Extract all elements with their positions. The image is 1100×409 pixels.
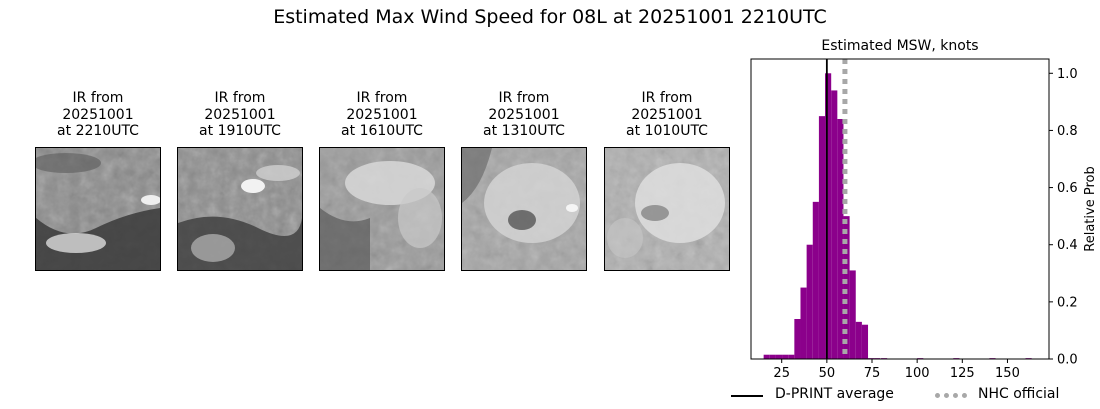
y-tick-label: 0.6 — [1057, 181, 1078, 196]
chart-title: Estimated MSW, knots — [821, 38, 978, 54]
ir-image-1 — [35, 147, 161, 271]
ir-label-date: 20251001 — [346, 106, 418, 123]
y-tick-label: 1.0 — [1057, 67, 1078, 82]
legend-dprint-swatch — [731, 395, 763, 397]
ir-label-time: at 2210UTC — [57, 123, 139, 139]
histogram-bar — [818, 116, 826, 360]
legend-nhc-label: NHC official — [978, 386, 1060, 402]
histogram-bar — [775, 354, 783, 359]
histogram-bar — [763, 354, 770, 359]
ir-label-line1: IR from — [641, 90, 693, 106]
y-tick-label: 0.4 — [1057, 238, 1078, 253]
ir-image-3 — [319, 147, 445, 271]
ir-panel-1-label: IR from 20251001 at 2210UTC — [35, 90, 161, 140]
x-tick-label: 75 — [864, 366, 881, 381]
histogram-bar — [800, 287, 807, 359]
histogram-bar — [849, 270, 856, 359]
ir-panel-4: IR from 20251001 at 1310UTC — [461, 90, 587, 271]
legend-nhc-swatch — [935, 393, 967, 398]
ir-label-date: 20251001 — [62, 106, 134, 123]
ir-panel-5-label: IR from 20251001 at 1010UTC — [604, 90, 730, 140]
ir-label-line1: IR from — [214, 90, 266, 106]
y-tick-label: 0.0 — [1057, 353, 1078, 368]
histogram-bar — [843, 216, 850, 359]
x-tick-label: 100 — [905, 366, 930, 381]
ir-label-date: 20251001 — [631, 106, 703, 123]
ir-label-time: at 1010UTC — [626, 123, 708, 139]
ir-label-time: at 1610UTC — [341, 123, 423, 139]
ir-panel-1: IR from 20251001 at 2210UTC — [35, 90, 161, 271]
ir-panel-2: IR from 20251001 at 1910UTC — [177, 90, 303, 271]
y-tick-label: 0.8 — [1057, 124, 1078, 139]
ir-label-line1: IR from — [72, 90, 124, 106]
histogram-bar — [861, 324, 869, 359]
ir-label-line1: IR from — [356, 90, 408, 106]
y-axis-label: Relative Prob — [1083, 166, 1098, 251]
histogram-bar — [837, 119, 844, 359]
ir-image-5 — [604, 147, 730, 271]
ir-panel-5: IR from 20251001 at 1010UTC — [604, 90, 730, 271]
ir-image-2 — [177, 147, 303, 271]
x-tick-label: 50 — [819, 366, 836, 381]
plot-frame — [750, 58, 1050, 360]
ir-panel-4-label: IR from 20251001 at 1310UTC — [461, 90, 587, 140]
figure-title: Estimated Max Wind Speed for 08L at 2025… — [273, 6, 827, 28]
histogram-bar — [788, 354, 795, 359]
ir-label-time: at 1310UTC — [483, 123, 565, 139]
histogram-bar — [825, 73, 832, 360]
ir-label-time: at 1910UTC — [199, 123, 281, 139]
y-tick-label: 0.2 — [1057, 295, 1078, 310]
ir-label-date: 20251001 — [488, 106, 560, 123]
x-tick-label: 25 — [773, 366, 790, 381]
histogram-bar — [769, 354, 776, 359]
legend-dprint-label: D-PRINT average — [775, 386, 894, 402]
histogram-bar — [782, 354, 789, 359]
histogram-bar — [806, 244, 813, 359]
histogram-bar — [812, 201, 819, 359]
ir-panel-3: IR from 20251001 at 1610UTC — [319, 90, 445, 271]
ir-panel-3-label: IR from 20251001 at 1610UTC — [319, 90, 445, 140]
histogram-bar — [831, 90, 838, 359]
x-tick-label: 150 — [995, 366, 1020, 381]
ir-label-date: 20251001 — [204, 106, 276, 123]
histogram-bar — [794, 319, 801, 359]
ir-panel-2-label: IR from 20251001 at 1910UTC — [177, 90, 303, 140]
ir-label-line1: IR from — [498, 90, 550, 106]
ir-image-4 — [461, 147, 587, 271]
x-tick-label: 125 — [950, 366, 975, 381]
histogram-bar — [855, 321, 862, 359]
